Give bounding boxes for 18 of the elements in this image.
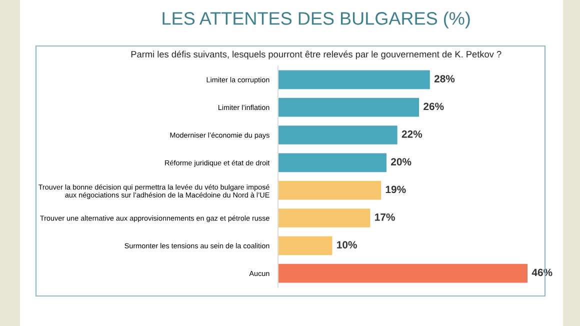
data-label: 46% [532,268,552,276]
bar [278,70,430,90]
bar [278,180,382,200]
data-label: 26% [424,102,444,110]
data-label: 17% [375,213,395,221]
bar [278,98,420,117]
data-label: 20% [391,158,412,166]
bar [278,264,528,283]
data-label: 19% [386,186,406,194]
bar [278,153,386,172]
chart-subtitle: Parmi les défis suivants, lesquels pourront être relevés par le gouvernement de K. Petkov ? [131,50,502,60]
bar [278,236,332,256]
bar [278,208,370,228]
data-label: 10% [337,241,357,248]
bar [278,126,398,144]
data-label: 28% [434,75,455,82]
data-label: 22% [402,130,422,138]
chart-title: LES ATTENTES DES BULGARES (%) [162,12,470,28]
